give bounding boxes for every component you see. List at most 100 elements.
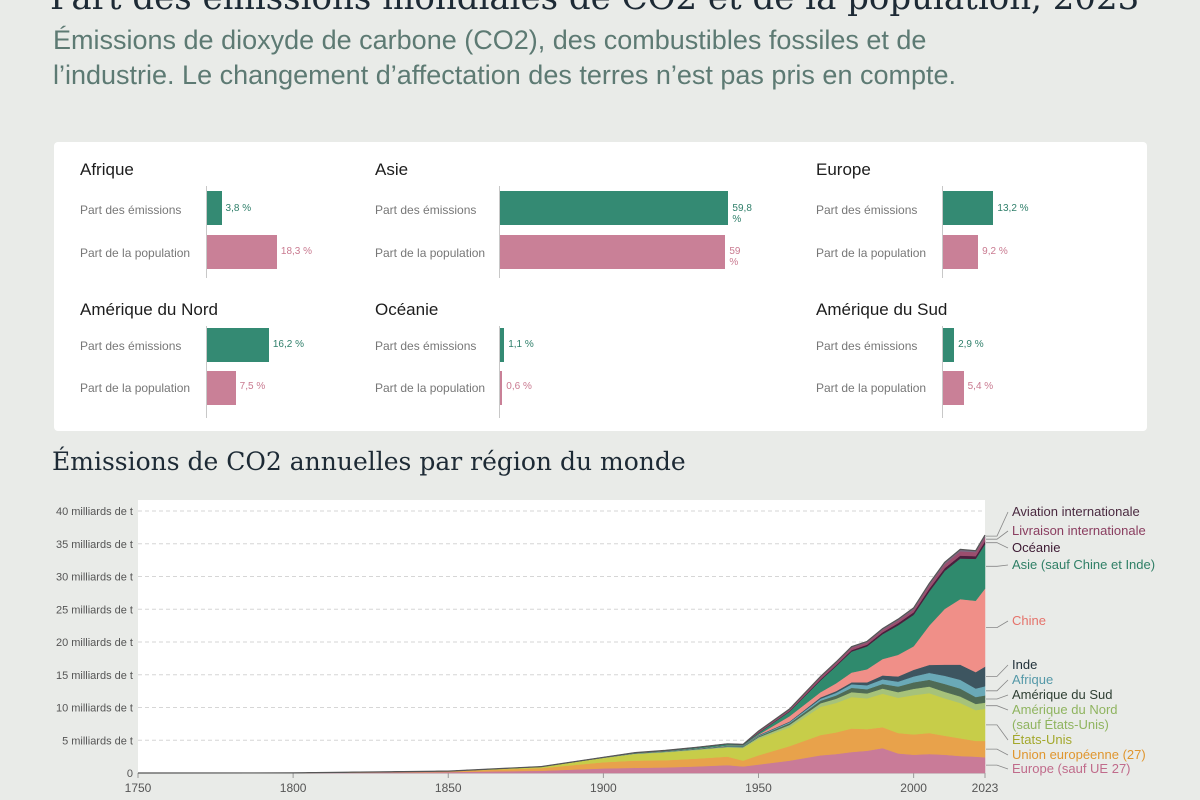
legend-connector bbox=[986, 664, 1009, 677]
population-label: Part de la population bbox=[80, 246, 191, 260]
region-card-oceanie: Océanie Part des émissions Part de la po… bbox=[375, 286, 715, 418]
x-tick-label: 2023 bbox=[972, 781, 999, 795]
population-label: Part de la population bbox=[375, 381, 486, 395]
region-card-amerique-du-sud: Amérique du Sud Part des émissions Part … bbox=[816, 286, 1156, 418]
chart-title: Émissions de CO2 annuelles par région du… bbox=[52, 447, 686, 476]
legend-connector bbox=[986, 724, 1009, 741]
legend-connector bbox=[986, 764, 1009, 770]
legend-connector bbox=[986, 748, 1009, 756]
emissions-value: 1,1 % bbox=[508, 339, 534, 350]
region-card-afrique: Afrique Part des émissions Part de la po… bbox=[80, 146, 420, 278]
emissions-bar bbox=[943, 328, 955, 362]
population-label: Part de la population bbox=[816, 381, 927, 395]
y-tick-label: 25 milliards de t bbox=[56, 604, 133, 616]
legend-label: Amérique du Sud bbox=[1012, 687, 1112, 702]
population-value: 18,3 % bbox=[280, 246, 313, 257]
stacked-area-chart: 0 5 milliards de t 10 milliards de t 15 mil… bbox=[56, 500, 1155, 795]
emissions-label: Part des émissions bbox=[816, 339, 918, 353]
bar-axis-line bbox=[206, 186, 207, 278]
legend-connector bbox=[986, 705, 1009, 711]
legend-label: Aviation internationale bbox=[1012, 504, 1140, 519]
population-value: 59 % bbox=[729, 246, 741, 268]
emissions-value: 13,2 % bbox=[997, 203, 1029, 214]
population-value: 7,5 % bbox=[239, 381, 266, 392]
legend-label: États-Unis bbox=[1012, 732, 1072, 747]
emissions-label: Part des émissions bbox=[816, 203, 918, 217]
emissions-label: Part des émissions bbox=[375, 339, 477, 353]
y-tick-label: 5 milliards de t bbox=[62, 735, 133, 747]
x-tick-label: 1800 bbox=[280, 781, 307, 795]
emissions-bar bbox=[207, 328, 269, 362]
legend-label: Amérique du Nord (sauf États-Unis) bbox=[1012, 702, 1118, 732]
region-card-asie: Asie Part des émissions Part de la popul… bbox=[375, 146, 752, 278]
x-tick-label: 2000 bbox=[900, 781, 927, 795]
x-tick-label: 1900 bbox=[590, 781, 617, 795]
y-tick-label: 30 milliards de t bbox=[56, 572, 133, 584]
legend-connector bbox=[986, 564, 1009, 567]
emissions-bar bbox=[500, 328, 505, 362]
emissions-bar bbox=[500, 191, 729, 225]
y-tick-label: 40 milliards de t bbox=[56, 506, 133, 518]
emissions-value: 16,2 % bbox=[272, 339, 305, 350]
emissions-value: 3,8 % bbox=[225, 203, 252, 214]
region-name: Asie bbox=[375, 160, 409, 179]
bar-axis-line bbox=[499, 326, 500, 418]
legend-connector bbox=[986, 620, 1009, 629]
bar-axis-line bbox=[942, 326, 943, 418]
legend-label: Europe (sauf UE 27) bbox=[1012, 761, 1131, 776]
legend-label: Océanie bbox=[1012, 540, 1060, 555]
region-name: Amérique du Sud bbox=[816, 300, 948, 319]
emissions-bar bbox=[943, 191, 994, 225]
region-card-amerique-du-nord: Amérique du Nord Part des émissions Part… bbox=[80, 286, 420, 418]
population-bar bbox=[943, 371, 964, 405]
legend-label: Asie (sauf Chine et Inde) bbox=[1012, 557, 1155, 572]
legend-connector bbox=[986, 530, 1009, 540]
legend-connector bbox=[986, 511, 1009, 537]
y-tick-label: 35 milliards de t bbox=[56, 539, 133, 551]
emissions-bar bbox=[207, 191, 222, 225]
emissions-value: 2,9 % bbox=[958, 339, 984, 350]
legend-connector bbox=[986, 542, 1009, 549]
legend-connector bbox=[986, 694, 1009, 700]
x-tick-label: 1750 bbox=[125, 781, 152, 795]
bar-axis-line bbox=[942, 186, 943, 278]
emissions-label: Part des émissions bbox=[80, 203, 182, 217]
y-tick-label: 0 bbox=[127, 768, 133, 780]
legend-label: Afrique bbox=[1012, 672, 1053, 687]
region-card-europe: Europe Part des émissions Part de la pop… bbox=[816, 146, 1156, 278]
population-bar bbox=[500, 371, 503, 405]
y-tick-label: 20 milliards de t bbox=[56, 637, 133, 649]
page-title: Part des émissions mondiales de CO2 et d… bbox=[50, 0, 1139, 18]
y-tick-label: 15 milliards de t bbox=[56, 670, 133, 682]
x-tick-label: 1850 bbox=[435, 781, 462, 795]
population-bar bbox=[500, 235, 726, 269]
legend-label: Inde bbox=[1012, 657, 1037, 672]
region-name: Océanie bbox=[375, 300, 439, 319]
population-label: Part de la population bbox=[80, 381, 191, 395]
population-value: 5,4 % bbox=[967, 381, 994, 392]
y-tick-label: 10 milliards de t bbox=[56, 703, 133, 715]
emissions-label: Part des émissions bbox=[375, 203, 477, 217]
population-bar bbox=[207, 371, 236, 405]
emissions-value: 59,8 % bbox=[732, 203, 752, 225]
emissions-label: Part des émissions bbox=[80, 339, 182, 353]
population-label: Part de la population bbox=[375, 246, 486, 260]
population-bar bbox=[943, 235, 979, 269]
bar-axis-line bbox=[499, 186, 500, 278]
region-name: Europe bbox=[816, 160, 871, 179]
legend-label: Union européenne (27) bbox=[1012, 747, 1146, 762]
bar-axis-line bbox=[206, 326, 207, 418]
legend-connector bbox=[986, 679, 1009, 692]
region-name: Afrique bbox=[80, 160, 134, 179]
region-name: Amérique du Nord bbox=[80, 300, 218, 319]
total-outline bbox=[137, 534, 986, 774]
population-value: 0,6 % bbox=[506, 381, 532, 392]
legend-label: Livraison internationale bbox=[1012, 523, 1146, 538]
population-bar bbox=[207, 235, 277, 269]
legend-label: Chine bbox=[1012, 613, 1046, 628]
population-value: 9,2 % bbox=[982, 246, 1008, 257]
share-comparison-panel: Afrique Part des émissions Part de la po… bbox=[54, 142, 1147, 431]
x-tick-label: 1950 bbox=[745, 781, 772, 795]
page-subtitle: Émissions de dioxyde de carbone (CO2), d… bbox=[53, 25, 957, 90]
population-label: Part de la population bbox=[816, 246, 927, 260]
